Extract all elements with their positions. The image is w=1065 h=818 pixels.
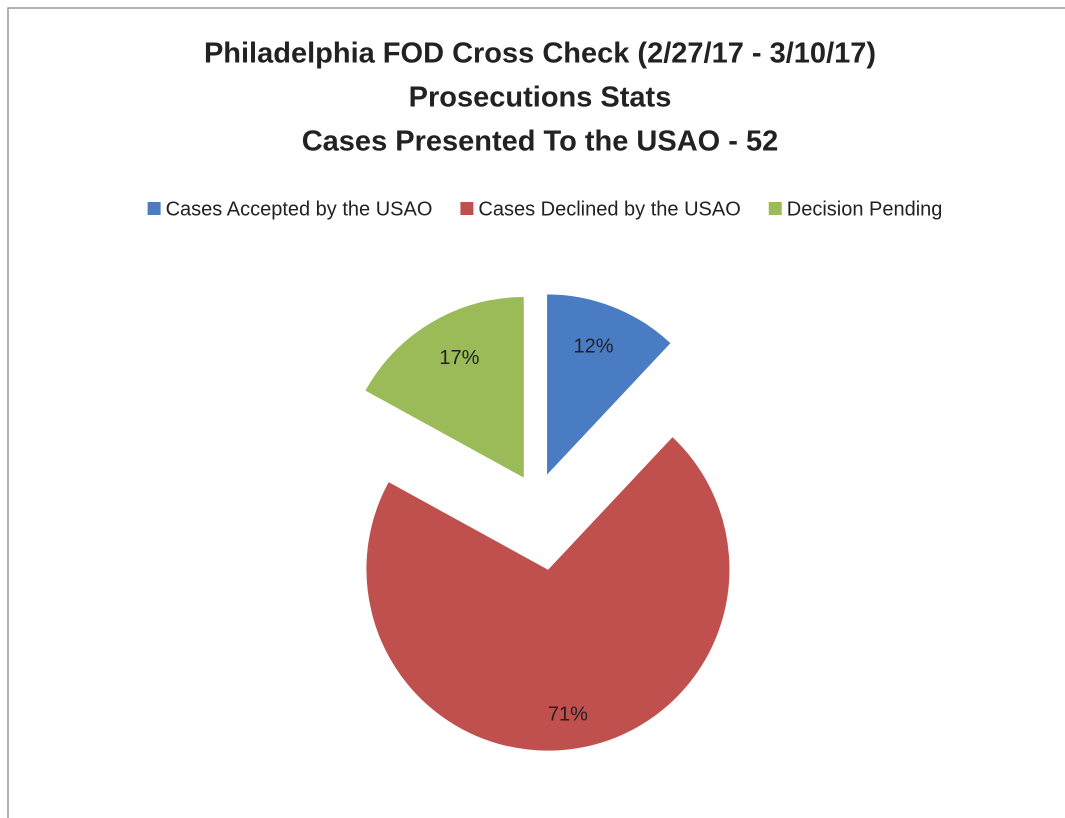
pie-slice — [546, 293, 672, 478]
legend-swatch — [460, 202, 474, 215]
data-label: 71% — [548, 703, 588, 725]
legend-label: Decision Pending — [787, 198, 943, 220]
legend-swatch — [147, 202, 161, 215]
data-label: 17% — [439, 347, 479, 369]
legend-label: Cases Accepted by the USAO — [166, 198, 433, 220]
legend-swatch — [768, 202, 782, 215]
legend: Cases Accepted by the USAO Cases Declined… — [147, 198, 943, 220]
pie-slice — [365, 435, 731, 752]
legend-label: Cases Declined by the USAO — [478, 198, 740, 220]
chart-title: Cases Presented To the USAO - 52 — [302, 126, 779, 158]
pie-slice — [364, 295, 525, 480]
data-label: 12% — [573, 336, 613, 358]
chart-title: Prosecutions Stats — [409, 82, 672, 114]
chart-title: Philadelphia FOD Cross Check (2/27/17 - … — [204, 38, 876, 70]
